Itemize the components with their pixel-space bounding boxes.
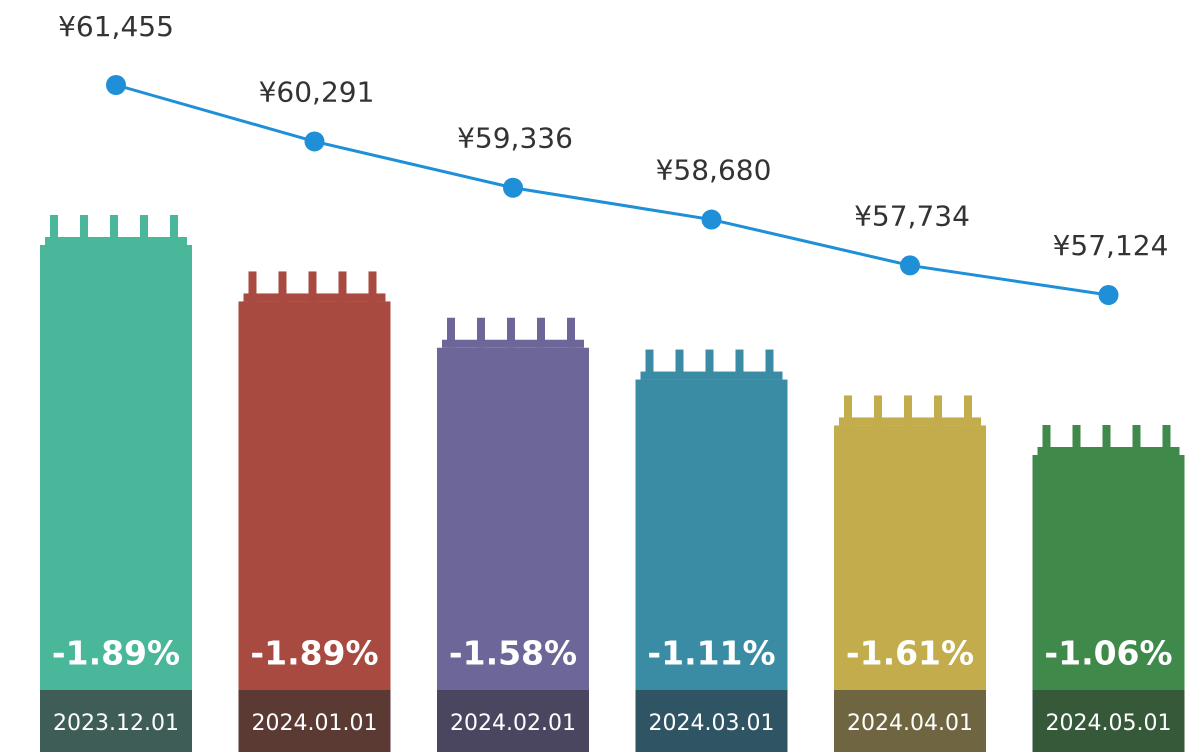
bar-decoration (839, 417, 981, 426)
bar-decoration (1102, 425, 1111, 455)
line-point (304, 131, 325, 152)
bar-decoration (45, 237, 187, 245)
value-label: ¥59,336 (457, 122, 573, 155)
bar-decoration (735, 349, 744, 380)
bar-decoration (243, 293, 386, 302)
change-label: -1.58% (449, 634, 577, 673)
line-point (1098, 285, 1119, 305)
bar-decoration (1037, 447, 1180, 455)
date-band (238, 690, 391, 752)
change-label: -1.06% (1044, 634, 1172, 673)
line-point (701, 209, 722, 230)
bar-decoration (477, 317, 485, 348)
x-tick-label: 2024.03.01 (649, 711, 775, 736)
change-label: -1.11% (647, 634, 775, 673)
bar-decoration (1072, 425, 1081, 455)
value-label: ¥60,291 (259, 75, 375, 108)
x-tick-label: 2023.12.01 (53, 711, 179, 736)
line-point (106, 75, 126, 95)
bar (238, 301, 391, 752)
date-band (834, 690, 986, 752)
bar-decoration (567, 317, 575, 348)
line-point (900, 255, 920, 276)
date-band (1032, 690, 1185, 752)
bar-decoration (80, 215, 88, 245)
value-label: ¥61,455 (58, 10, 174, 43)
bar-decoration (248, 271, 257, 302)
bar-decoration (338, 271, 347, 302)
bar-decoration (110, 215, 118, 245)
bar-decoration (1162, 425, 1171, 455)
x-tick-label: 2024.05.01 (1046, 711, 1172, 736)
bar-decoration (765, 349, 774, 380)
value-label: ¥57,124 (1053, 229, 1169, 262)
bar-decoration (507, 317, 515, 348)
bar-decoration (645, 349, 654, 380)
bar-decoration (844, 395, 852, 426)
bar-decoration (964, 395, 972, 426)
value-label: ¥58,680 (656, 154, 772, 187)
bar-decoration (640, 371, 783, 380)
bar-decoration (170, 215, 178, 245)
change-label: -1.89% (52, 634, 180, 673)
bar-decoration (705, 349, 714, 380)
bar-decoration (50, 215, 58, 245)
bar-decoration (278, 271, 287, 302)
value-label: ¥57,734 (854, 199, 970, 232)
bar-decoration (308, 271, 317, 302)
line (115, 83, 1109, 297)
x-tick-label: 2024.04.01 (847, 711, 973, 736)
bar-decoration (934, 395, 942, 426)
date-band (40, 690, 192, 752)
change-label: -1.89% (250, 634, 378, 673)
bar-decoration (447, 317, 455, 348)
date-band (635, 690, 788, 752)
bar-decoration (368, 271, 377, 302)
bar-decoration (442, 339, 584, 348)
bar-decoration (140, 215, 148, 245)
bar-decoration (874, 395, 882, 426)
bar-decoration (1042, 425, 1051, 455)
date-band (437, 690, 589, 752)
bar-decoration (675, 349, 684, 380)
bar (437, 347, 589, 752)
bar-decoration (904, 395, 912, 426)
bar (635, 379, 788, 752)
x-tick-label: 2024.01.01 (252, 711, 378, 736)
bar (40, 245, 192, 752)
bar-decoration (537, 317, 545, 348)
change-label: -1.61% (846, 634, 974, 673)
x-tick-label: 2024.02.01 (450, 711, 576, 736)
line-point (503, 177, 523, 198)
bar-decoration (1132, 425, 1141, 455)
